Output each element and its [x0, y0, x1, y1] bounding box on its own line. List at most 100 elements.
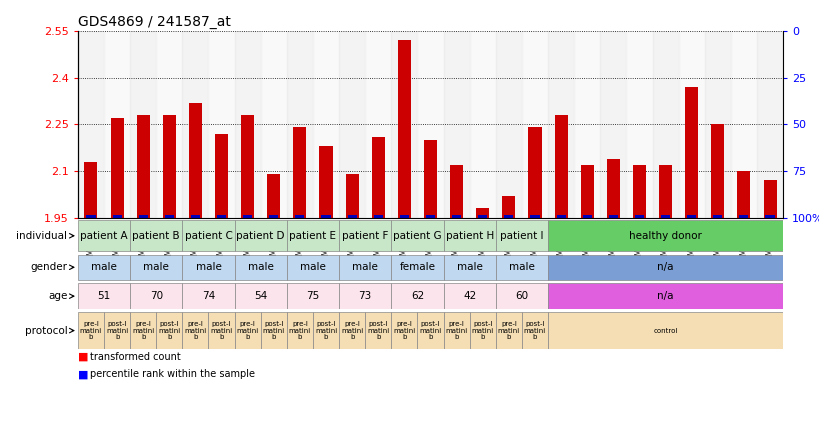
Bar: [321, 215, 330, 218]
Bar: [78, 220, 130, 251]
Text: individual: individual: [16, 231, 67, 241]
Bar: [339, 31, 364, 218]
Text: pre-I
matini
b: pre-I matini b: [288, 321, 310, 340]
Text: post-I
matini
b: post-I matini b: [158, 321, 180, 340]
Text: male: male: [300, 262, 325, 272]
Bar: [182, 254, 234, 280]
Text: 75: 75: [306, 291, 319, 301]
Bar: [469, 313, 495, 349]
Bar: [391, 283, 443, 309]
Bar: [215, 134, 228, 218]
Bar: [678, 31, 704, 218]
Bar: [234, 283, 287, 309]
Text: patient H: patient H: [445, 231, 493, 241]
Bar: [182, 283, 234, 309]
Bar: [547, 220, 782, 251]
Bar: [573, 31, 600, 218]
Bar: [443, 220, 495, 251]
Bar: [260, 313, 287, 349]
Bar: [373, 215, 382, 218]
Bar: [165, 215, 174, 218]
Bar: [371, 137, 384, 218]
Text: transformed count: transformed count: [90, 352, 181, 362]
Bar: [182, 220, 234, 251]
Bar: [397, 40, 410, 218]
Bar: [608, 215, 618, 218]
Bar: [417, 31, 443, 218]
Bar: [762, 180, 776, 218]
Bar: [476, 208, 489, 218]
Bar: [554, 115, 567, 218]
Bar: [208, 31, 234, 218]
Text: post-I
matini
b: post-I matini b: [523, 321, 545, 340]
Text: 62: 62: [410, 291, 423, 301]
Text: male: male: [247, 262, 274, 272]
Bar: [686, 215, 695, 218]
Bar: [295, 215, 304, 218]
Text: patient I: patient I: [500, 231, 543, 241]
Text: post-I
matini
b: post-I matini b: [471, 321, 493, 340]
Bar: [130, 31, 156, 218]
Text: patient D: patient D: [236, 231, 285, 241]
Bar: [713, 215, 722, 218]
Text: male: male: [91, 262, 117, 272]
Bar: [391, 31, 417, 218]
Bar: [339, 220, 391, 251]
Text: post-I
matini
b: post-I matini b: [210, 321, 233, 340]
Bar: [547, 31, 573, 218]
Bar: [495, 31, 521, 218]
Bar: [86, 215, 95, 218]
Bar: [443, 254, 495, 280]
Bar: [234, 313, 260, 349]
Bar: [84, 162, 97, 218]
Bar: [112, 215, 121, 218]
Text: patient G: patient G: [392, 231, 441, 241]
Bar: [626, 31, 652, 218]
Text: post-I
matini
b: post-I matini b: [106, 321, 128, 340]
Bar: [739, 215, 748, 218]
Bar: [104, 313, 130, 349]
Bar: [556, 215, 565, 218]
Text: 73: 73: [358, 291, 371, 301]
Bar: [495, 313, 521, 349]
Text: post-I
matini
b: post-I matini b: [314, 321, 337, 340]
Bar: [130, 220, 182, 251]
Bar: [78, 283, 130, 309]
Bar: [293, 127, 306, 218]
Bar: [137, 115, 150, 218]
Bar: [339, 313, 364, 349]
Text: pre-I
matini
b: pre-I matini b: [393, 321, 415, 340]
Bar: [287, 220, 339, 251]
Text: male: male: [509, 262, 534, 272]
Bar: [78, 313, 104, 349]
Bar: [234, 254, 287, 280]
Bar: [582, 215, 591, 218]
Text: n/a: n/a: [657, 291, 673, 301]
Bar: [391, 313, 417, 349]
Bar: [242, 215, 252, 218]
Text: GDS4869 / 241587_at: GDS4869 / 241587_at: [78, 15, 230, 29]
Text: 70: 70: [150, 291, 163, 301]
Bar: [182, 313, 208, 349]
Text: pre-I
matini
b: pre-I matini b: [184, 321, 206, 340]
Bar: [313, 31, 339, 218]
Bar: [704, 31, 730, 218]
Bar: [417, 313, 443, 349]
Bar: [313, 313, 339, 349]
Bar: [267, 174, 280, 218]
Bar: [234, 31, 260, 218]
Bar: [182, 31, 208, 218]
Bar: [660, 215, 669, 218]
Text: post-I
matini
b: post-I matini b: [367, 321, 389, 340]
Bar: [521, 313, 547, 349]
Text: control: control: [653, 328, 677, 333]
Bar: [580, 165, 593, 218]
Bar: [287, 283, 339, 309]
Bar: [634, 215, 643, 218]
Bar: [345, 174, 358, 218]
Text: patient E: patient E: [289, 231, 336, 241]
Text: pre-I
matini
b: pre-I matini b: [236, 321, 259, 340]
Bar: [504, 215, 513, 218]
Text: female: female: [399, 262, 435, 272]
Bar: [658, 165, 672, 218]
